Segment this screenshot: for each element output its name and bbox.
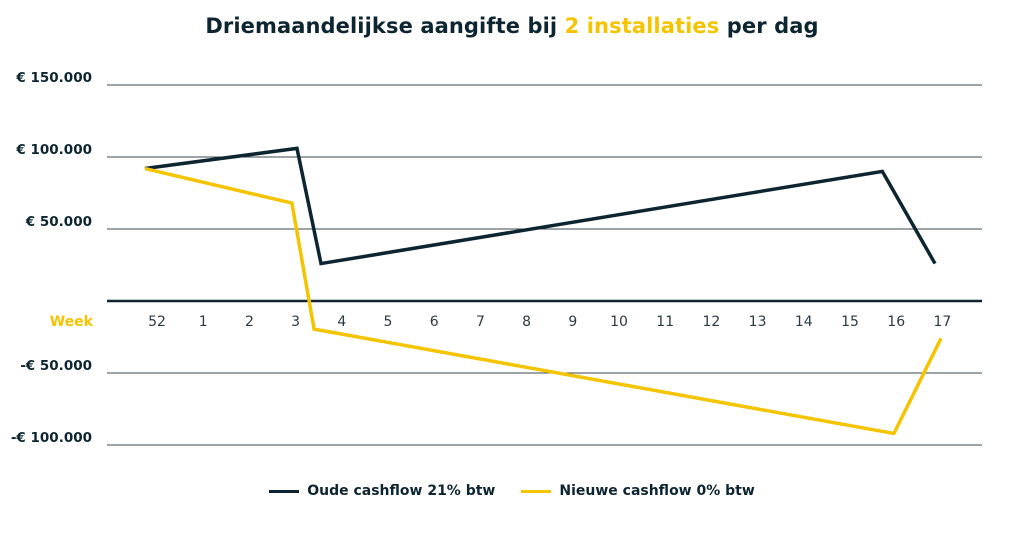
x-tick-label: 5 — [384, 314, 393, 330]
x-tick-label: 11 — [656, 314, 674, 330]
x-tick-label: 1 — [199, 314, 208, 330]
x-tick-label: 16 — [887, 314, 905, 330]
x-tick-label: 3 — [291, 314, 300, 330]
x-tick-label: 6 — [430, 314, 439, 330]
y-tick-label: -€ 100.000 — [11, 430, 92, 446]
x-tick-label: 8 — [522, 314, 531, 330]
y-tick-label: € 150.000 — [15, 70, 92, 86]
legend-label-new: Nieuwe cashflow 0% btw — [559, 483, 755, 499]
chart-title: Driemaandelijkse aangifte bij 2 installa… — [0, 14, 1024, 38]
x-tick-label: 4 — [337, 314, 346, 330]
x-axis-label: Week — [50, 314, 94, 330]
x-tick-label: 10 — [610, 314, 628, 330]
x-tick-label: 52 — [148, 314, 166, 330]
x-tick-label: 9 — [568, 314, 577, 330]
x-tick-label: 2 — [245, 314, 254, 330]
legend-item-old: Oude cashflow 21% btw — [269, 483, 495, 499]
x-tick-label: 15 — [841, 314, 859, 330]
x-tick-label: 17 — [933, 314, 951, 330]
x-tick-label: 12 — [702, 314, 720, 330]
x-tick-label: 7 — [476, 314, 485, 330]
y-tick-label: € 100.000 — [15, 142, 92, 158]
title-highlight: 2 installaties — [564, 14, 720, 38]
legend-label-old: Oude cashflow 21% btw — [307, 483, 496, 499]
x-tick-label: 13 — [749, 314, 767, 330]
title-part-2: per dag — [719, 14, 819, 38]
series-line-old-cashflow — [144, 146, 937, 266]
legend: Oude cashflow 21% btw Nieuwe cashflow 0%… — [0, 483, 1024, 499]
y-tick-label: € 50.000 — [25, 214, 92, 230]
legend-swatch-old — [269, 489, 300, 493]
x-tick-label: 14 — [795, 314, 813, 330]
legend-item-new: Nieuwe cashflow 0% btw — [521, 483, 755, 499]
y-tick-label: -€ 50.000 — [20, 358, 92, 374]
title-part-1: Driemaandelijkse aangifte bij — [205, 14, 565, 38]
legend-swatch-new — [521, 489, 552, 493]
